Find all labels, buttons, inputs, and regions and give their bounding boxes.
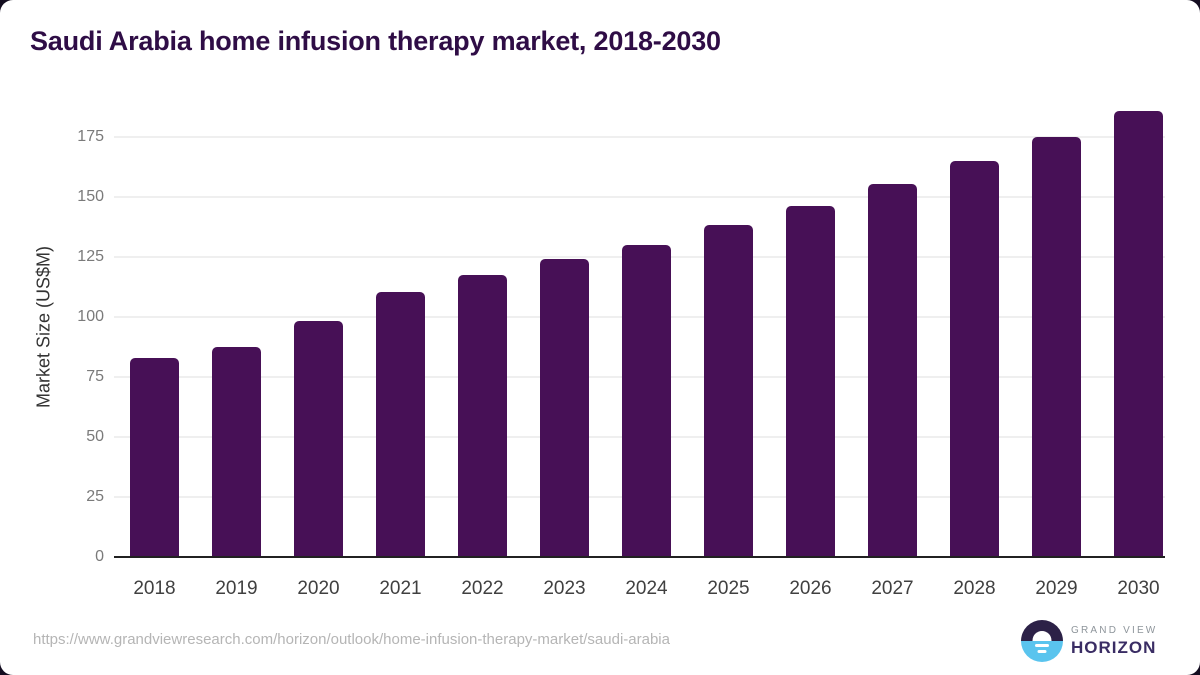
y-tick-label-0: 0 (95, 548, 104, 565)
y-tick-label-175: 175 (77, 128, 104, 145)
brand-logo: GRAND VIEW HORIZON (1021, 620, 1157, 662)
bar-2020 (294, 320, 343, 558)
bar-2018 (130, 358, 179, 558)
bar-2019 (212, 347, 261, 558)
sun-reflection-line-icon (1035, 644, 1049, 647)
y-tick-label-100: 100 (77, 308, 104, 325)
bar-2023 (540, 259, 589, 558)
bar-2021 (376, 292, 425, 558)
y-tick-label-125: 125 (77, 248, 104, 265)
bar-2025 (704, 224, 753, 558)
x-tick-label-2025: 2025 (707, 578, 750, 599)
x-tick-label-2019: 2019 (215, 578, 258, 599)
chart-title: Saudi Arabia home infusion therapy marke… (30, 26, 721, 56)
logo-horizon-text: HORIZON (1071, 637, 1157, 657)
y-tick-label-75: 75 (86, 368, 104, 385)
x-tick-label-2022: 2022 (461, 578, 504, 599)
horizon-sun-icon (1021, 620, 1063, 662)
bar-2029 (1032, 136, 1081, 558)
y-tick-label-25: 25 (86, 488, 104, 505)
x-tick-label-2027: 2027 (871, 578, 914, 599)
x-tick-label-2026: 2026 (789, 578, 832, 599)
bar-2026 (786, 206, 835, 558)
x-tick-label-2029: 2029 (1035, 578, 1078, 599)
bar-2030 (1114, 110, 1163, 558)
x-tick-label-2018: 2018 (133, 578, 176, 599)
logo-grand-view-text: GRAND VIEW (1071, 624, 1158, 636)
x-axis-line (114, 556, 1165, 558)
gridline-175 (114, 136, 1165, 138)
y-tick-label-150: 150 (77, 188, 104, 205)
y-tick-label-50: 50 (86, 428, 104, 445)
bar-2024 (622, 244, 671, 558)
x-tick-label-2021: 2021 (379, 578, 422, 599)
bar-2027 (868, 183, 917, 558)
x-tick-label-2024: 2024 (625, 578, 668, 599)
source-url: https://www.grandviewresearch.com/horizo… (33, 631, 670, 648)
bar-2022 (458, 275, 507, 558)
bar-2028 (950, 161, 999, 558)
sun-arch-icon (1032, 631, 1052, 641)
x-tick-label-2020: 2020 (297, 578, 340, 599)
sun-reflection-line-icon (1037, 650, 1047, 653)
logo-text: GRAND VIEW HORIZON (1071, 625, 1157, 658)
plot-area: 0 25 50 75 100 125 150 175 2018 2019 2020 2021 2022 2… (77, 95, 1165, 599)
gridline-150 (114, 196, 1165, 198)
x-tick-label-2028: 2028 (953, 578, 996, 599)
x-tick-label-2023: 2023 (543, 578, 586, 599)
x-tick-label-2030: 2030 (1117, 578, 1160, 599)
